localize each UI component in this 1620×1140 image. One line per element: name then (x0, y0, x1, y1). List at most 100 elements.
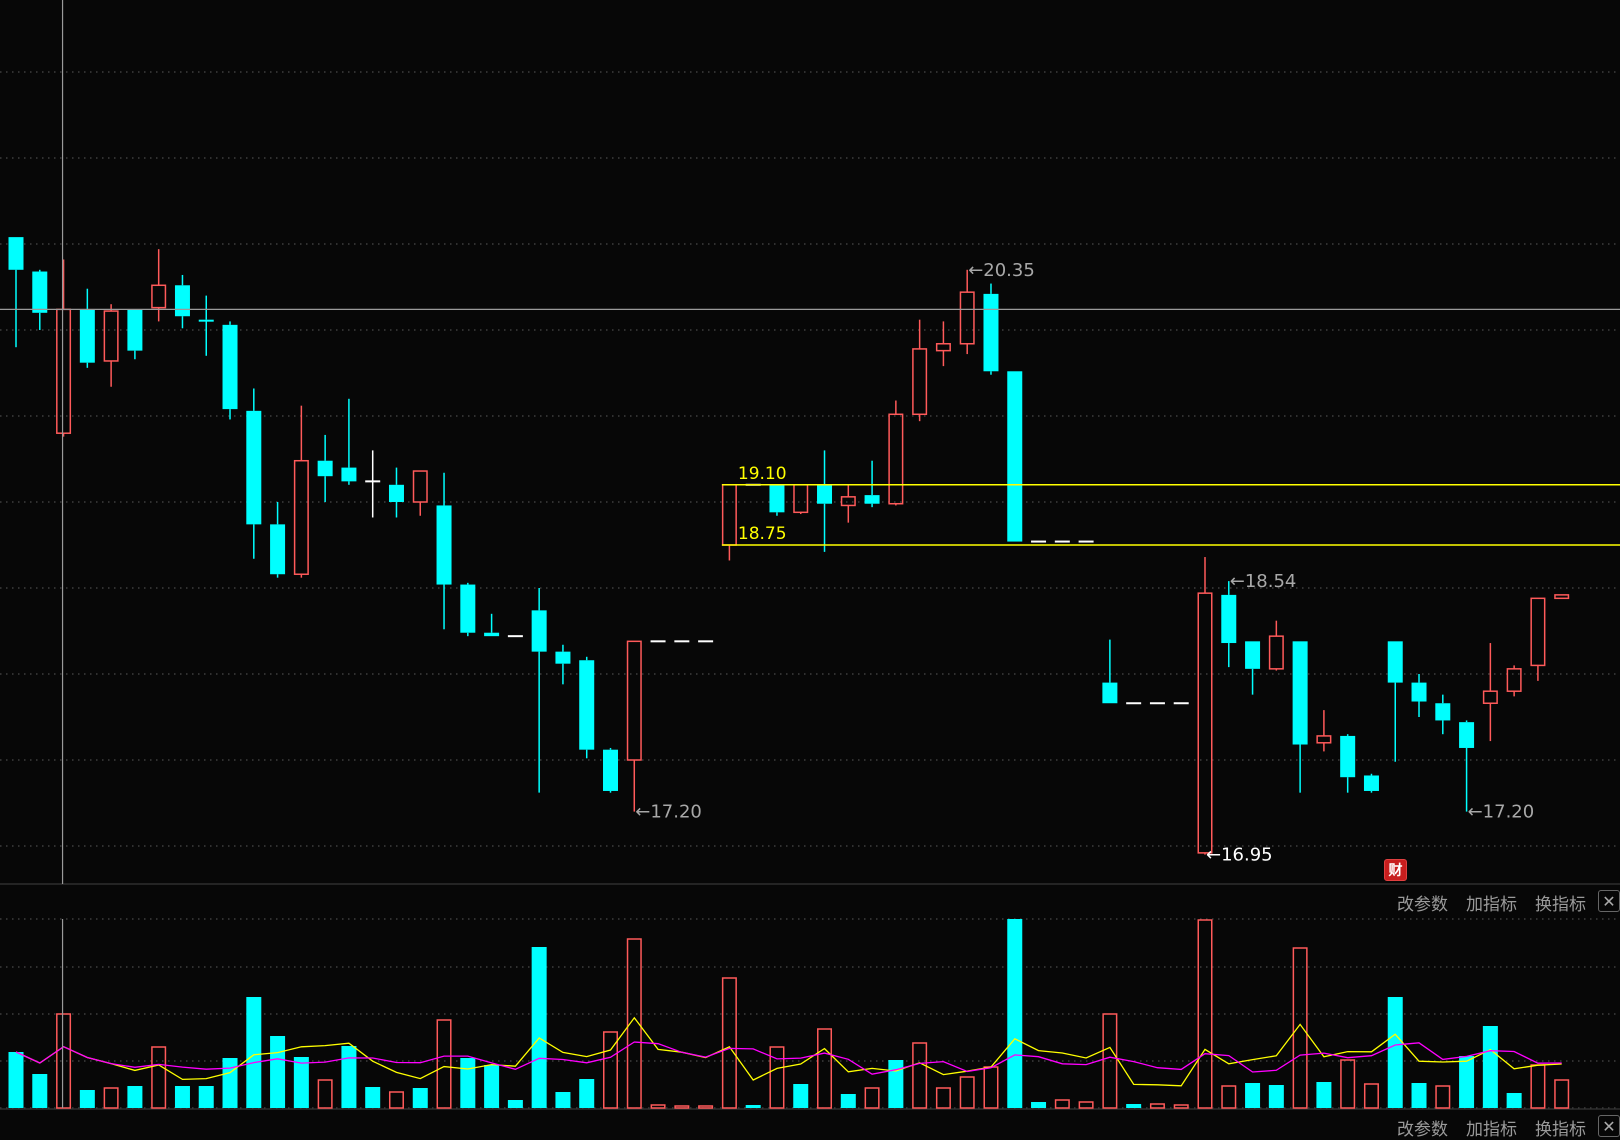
candle-body-down (246, 410, 262, 525)
volume-bar-up (1340, 1059, 1356, 1109)
volume-bar-up (1197, 919, 1213, 1109)
candle-body-down (198, 319, 214, 322)
volume-ma-10-line (15, 1041, 1562, 1075)
candle (1459, 720, 1475, 812)
candle-body-up (1482, 690, 1498, 704)
add-indicator-button[interactable]: 加指标 (1466, 1120, 1517, 1140)
volume-bar-up (817, 1028, 833, 1109)
close-x-icon[interactable]: ✕ (1598, 890, 1620, 912)
indicator-toolbar: 改参数 加指标 换指标 (1397, 890, 1586, 915)
candle (1268, 620, 1284, 671)
candle (1554, 594, 1570, 600)
candle-body-up (1530, 597, 1546, 667)
add-indicator-button[interactable]: 加指标 (1466, 895, 1517, 915)
candle (174, 274, 190, 329)
volume-bar-up (769, 1046, 785, 1109)
finance-badge[interactable]: 财 (1384, 859, 1407, 881)
candle-body-up (959, 291, 975, 345)
candle (460, 582, 476, 637)
volume-bar-down (1411, 1083, 1427, 1108)
candle-body-up (626, 640, 642, 761)
candle-body-down (436, 505, 452, 585)
volume-bar-down (222, 1058, 238, 1108)
candle (1245, 641, 1261, 695)
candle-body-down (1221, 594, 1237, 644)
candle (959, 269, 975, 355)
volume-bar-down (412, 1088, 428, 1108)
candle-body-down (1411, 682, 1427, 702)
candle-body-up (721, 484, 737, 546)
candle (1482, 643, 1498, 742)
candle (888, 400, 904, 506)
volume-ma-5-line (15, 1016, 1562, 1087)
candle (1411, 674, 1427, 717)
volume-bar-up (626, 938, 642, 1109)
candle (1102, 639, 1118, 704)
candle-body-down (1459, 722, 1475, 748)
volume-bar-up (698, 1105, 714, 1109)
candle (1221, 581, 1237, 668)
candle (1197, 557, 1213, 855)
price-annotation: ←20.35 (968, 260, 1035, 281)
candle (79, 288, 95, 368)
candle (198, 295, 214, 356)
volume-bar-down (1268, 1085, 1284, 1108)
volume-bar-down (8, 1052, 24, 1108)
candle (1387, 641, 1403, 762)
volume-bar-up (1078, 1101, 1094, 1109)
candle (1340, 734, 1356, 793)
volume-bar-down (745, 1105, 761, 1108)
candle (793, 484, 809, 515)
volume-bar-down (840, 1094, 856, 1108)
candle (817, 450, 833, 552)
candle-body-up (293, 459, 309, 575)
volume-bar-up (912, 1042, 928, 1109)
candle-body-down (769, 484, 785, 513)
candle (555, 644, 571, 685)
candle-body-up (1197, 592, 1213, 854)
candle-body-up (1316, 735, 1332, 744)
candle-body-up (1506, 668, 1522, 692)
modify-params-button[interactable]: 改参数 (1397, 1120, 1448, 1140)
candle-body-down (484, 632, 500, 637)
candle-body-up (1554, 594, 1570, 600)
candle-body-down (1387, 641, 1403, 683)
volume-bar-up (1292, 947, 1308, 1109)
candle-body-down (1292, 641, 1308, 745)
candle (769, 484, 785, 516)
volume-bar-down (1126, 1104, 1142, 1108)
candle (222, 321, 238, 420)
candle (1363, 773, 1379, 793)
volume-bar-up (436, 1019, 452, 1109)
candle-body-up (103, 310, 119, 362)
level-line-label: 19.10 (738, 464, 787, 484)
volume-bar-down (1316, 1082, 1332, 1108)
close-x-icon[interactable]: ✕ (1598, 1115, 1620, 1137)
candle-body-down (983, 293, 999, 372)
switch-indicator-button[interactable]: 换指标 (1535, 1120, 1586, 1140)
candle (317, 434, 333, 502)
volume-bar-down (507, 1100, 523, 1108)
volume-bar-up (56, 1013, 72, 1109)
volume-bar-down (270, 1036, 286, 1108)
candle (293, 405, 309, 578)
candle-body-down (270, 524, 286, 575)
volume-bar-down (1031, 1102, 1047, 1108)
price-annotation: ←18.54 (1230, 571, 1297, 592)
candle (412, 470, 428, 516)
candle-body-down (579, 660, 595, 750)
candle-body-up (151, 284, 167, 309)
volume-bar-up (650, 1104, 666, 1109)
candle (912, 319, 928, 422)
candle-body-up (840, 496, 856, 507)
candle-body-up (888, 413, 904, 505)
candle-body-down (79, 309, 95, 363)
candle-body-down (1435, 703, 1451, 721)
candle (103, 304, 119, 387)
volume-bar-down (174, 1086, 190, 1108)
modify-params-button[interactable]: 改参数 (1397, 895, 1448, 915)
volume-bar-down (1387, 997, 1403, 1108)
candle (1530, 597, 1546, 681)
switch-indicator-button[interactable]: 换指标 (1535, 895, 1586, 915)
